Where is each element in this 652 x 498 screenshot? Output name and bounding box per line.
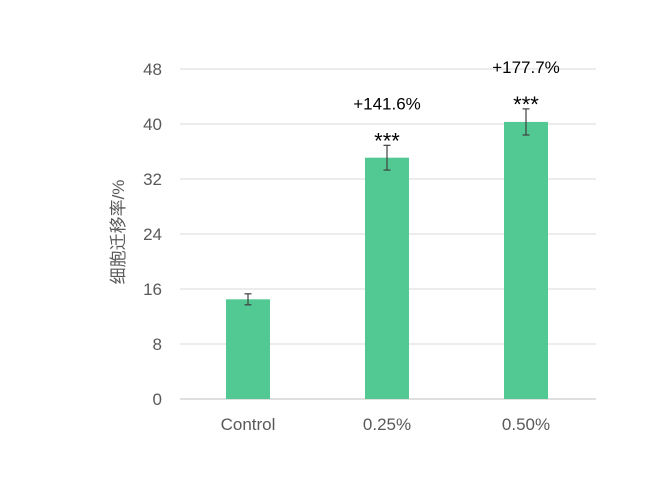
x-tick-label: 0.25% bbox=[363, 415, 411, 434]
y-tick-label: 0 bbox=[153, 390, 162, 409]
bars bbox=[226, 121, 548, 399]
y-tick-label: 48 bbox=[143, 60, 162, 79]
y-tick-label: 32 bbox=[143, 170, 162, 189]
x-tick-label: Control bbox=[221, 415, 276, 434]
significance-label: *** bbox=[513, 92, 539, 117]
annotations: *** +141.6% *** +177.7% bbox=[353, 58, 560, 153]
y-tick-label: 24 bbox=[143, 225, 162, 244]
x-axis-labels: Control 0.25% 0.50% bbox=[221, 415, 551, 434]
y-axis-ticks: 0 8 16 24 32 40 48 bbox=[143, 60, 162, 409]
change-label: +141.6% bbox=[353, 94, 421, 113]
significance-label: *** bbox=[374, 128, 400, 153]
y-tick-label: 16 bbox=[143, 280, 162, 299]
bar bbox=[365, 157, 409, 399]
y-tick-label: 8 bbox=[153, 335, 162, 354]
bar bbox=[504, 121, 548, 399]
x-tick-label: 0.50% bbox=[502, 415, 550, 434]
y-tick-label: 40 bbox=[143, 115, 162, 134]
error-bars bbox=[244, 108, 530, 306]
y-axis-title: 细胞迁移率/% bbox=[109, 180, 128, 285]
change-label: +177.7% bbox=[492, 58, 560, 77]
bar bbox=[226, 299, 270, 399]
